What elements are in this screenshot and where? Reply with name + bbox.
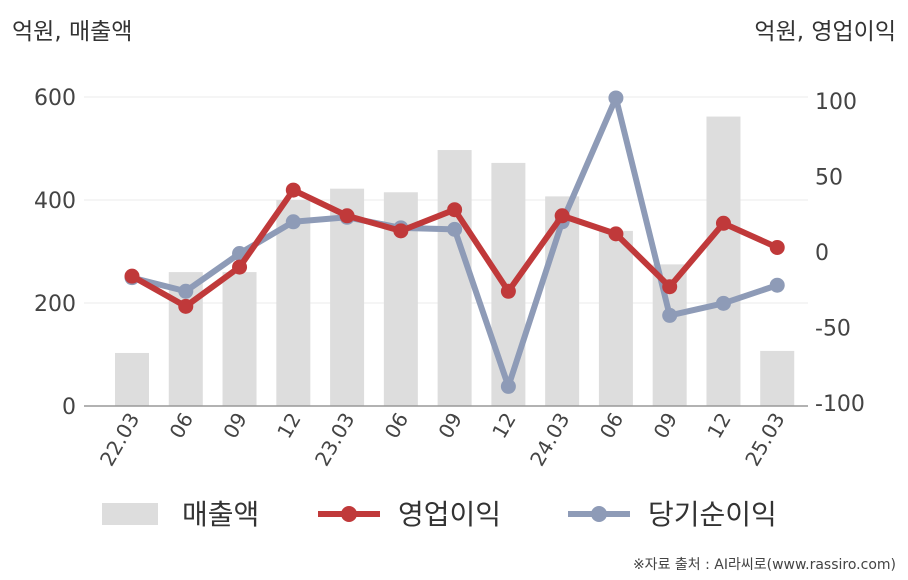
bar-series bbox=[115, 116, 795, 406]
right-tick-label: 100 bbox=[815, 90, 857, 115]
series-point bbox=[178, 283, 194, 299]
bar bbox=[222, 272, 257, 406]
series-point bbox=[285, 214, 301, 230]
series-point bbox=[447, 202, 463, 218]
series-point bbox=[500, 378, 516, 394]
legend-swatch-marker bbox=[341, 506, 357, 522]
right-tick-label: 0 bbox=[815, 241, 829, 266]
bar bbox=[437, 150, 472, 406]
legend-label: 당기순이익 bbox=[648, 498, 777, 531]
series-point bbox=[124, 268, 140, 284]
series-point bbox=[715, 295, 731, 311]
series-point bbox=[715, 215, 731, 231]
right-tick-label: -50 bbox=[815, 317, 851, 342]
left-tick-label: 400 bbox=[34, 189, 76, 214]
bar bbox=[330, 188, 365, 406]
right-axis-unit: 억원, 영업이익 bbox=[754, 19, 896, 45]
x-tick-label: 12 bbox=[702, 409, 736, 443]
series-point bbox=[393, 223, 409, 239]
series-point bbox=[662, 279, 678, 295]
x-tick-label: 09 bbox=[649, 409, 683, 443]
legend: 매출액 영업이익 당기순이익 bbox=[102, 498, 777, 531]
series-point bbox=[178, 298, 194, 314]
series-point bbox=[769, 239, 785, 255]
series-point bbox=[662, 307, 678, 323]
x-tick-label: 06 bbox=[165, 409, 199, 443]
x-tick-label: 06 bbox=[595, 409, 629, 443]
x-tick-label: 09 bbox=[433, 409, 467, 443]
left-tick-label: 0 bbox=[62, 395, 76, 420]
x-tick-label: 25.03 bbox=[740, 409, 789, 471]
series-point bbox=[608, 90, 624, 106]
left-tick-label: 600 bbox=[34, 86, 76, 111]
source-note: ※자료 출처 : AI라씨로(www.rassiro.com) bbox=[632, 557, 896, 573]
legend-swatch-bar bbox=[102, 503, 158, 525]
bar bbox=[706, 116, 741, 406]
x-tick-label: 12 bbox=[487, 409, 521, 443]
legend-label: 영업이익 bbox=[398, 498, 501, 531]
bar bbox=[115, 352, 149, 406]
series-point bbox=[500, 283, 516, 299]
series-point bbox=[232, 259, 248, 275]
series-point bbox=[769, 277, 785, 293]
x-tick-label: 22.03 bbox=[95, 409, 144, 471]
series-point bbox=[285, 182, 301, 198]
series-point bbox=[339, 208, 355, 224]
legend-swatch-marker bbox=[591, 506, 607, 522]
bar bbox=[276, 200, 311, 406]
x-tick-label: 09 bbox=[218, 409, 252, 443]
bar bbox=[598, 230, 633, 406]
bar bbox=[760, 350, 795, 406]
x-tick-label: 12 bbox=[272, 409, 306, 443]
x-tick-label: 24.03 bbox=[525, 409, 574, 471]
series-point bbox=[554, 208, 570, 224]
right-tick-label: -100 bbox=[815, 392, 865, 417]
series-point bbox=[447, 221, 463, 237]
line-series bbox=[124, 90, 785, 394]
legend-label: 매출액 bbox=[182, 498, 259, 531]
left-axis-unit: 억원, 매출액 bbox=[12, 19, 133, 45]
x-tick-label: 23.03 bbox=[310, 409, 359, 471]
series-point bbox=[608, 226, 624, 242]
right-tick-label: 50 bbox=[815, 166, 843, 191]
x-tick-label: 06 bbox=[380, 409, 414, 443]
left-tick-label: 200 bbox=[34, 292, 76, 317]
